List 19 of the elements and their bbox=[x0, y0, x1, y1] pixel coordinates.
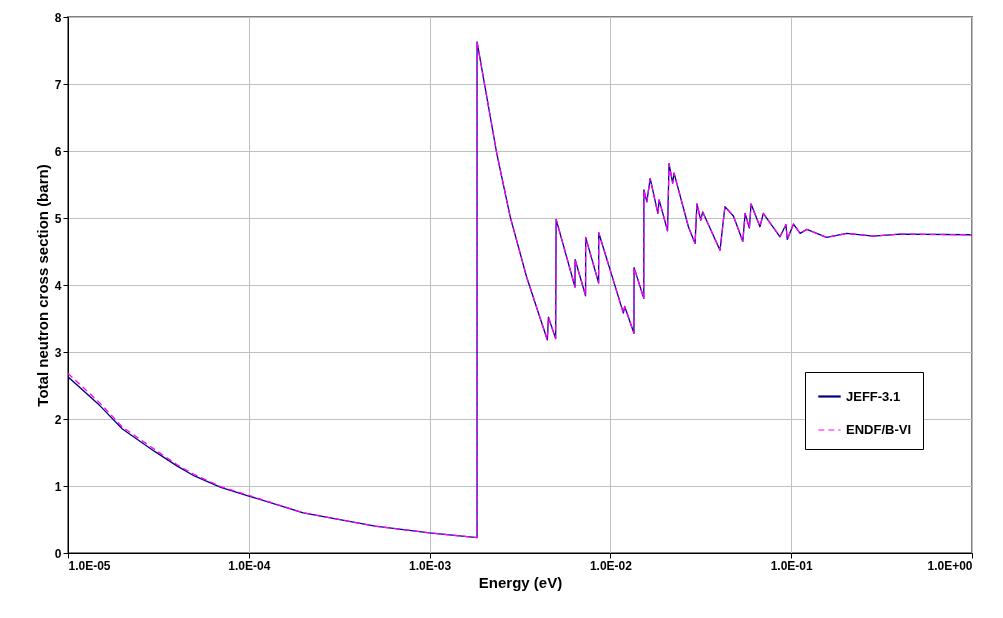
y-tick-label: 4 bbox=[54, 278, 62, 293]
y-tick-label: 6 bbox=[54, 144, 62, 159]
y-axis-title: Total neutron cross section (barn) bbox=[33, 164, 51, 407]
x-tick-label: 1.0E-01 bbox=[770, 558, 814, 573]
y-tick-label: 2 bbox=[54, 412, 62, 427]
x-tick-label: 1.0E-05 bbox=[68, 558, 111, 573]
y-tick-label: 3 bbox=[54, 345, 62, 360]
x-tick-label: 1.0E-03 bbox=[409, 558, 452, 573]
x-axis-title: Energy (eV) bbox=[478, 573, 563, 591]
y-tick-label: 7 bbox=[54, 77, 62, 92]
x-tick-label: 1.0E+00 bbox=[927, 558, 973, 573]
y-tick-label: 5 bbox=[54, 211, 62, 226]
legend-label: ENDF/B-VI bbox=[846, 422, 911, 437]
y-tick-label: 0 bbox=[54, 546, 62, 561]
legend-label: JEFF-3.1 bbox=[846, 388, 901, 404]
y-tick-label: 1 bbox=[54, 479, 62, 494]
x-tick-label: 1.0E-04 bbox=[228, 558, 271, 573]
x-tick-label: 1.0E-02 bbox=[589, 558, 633, 573]
y-tick-label: 8 bbox=[54, 10, 62, 25]
